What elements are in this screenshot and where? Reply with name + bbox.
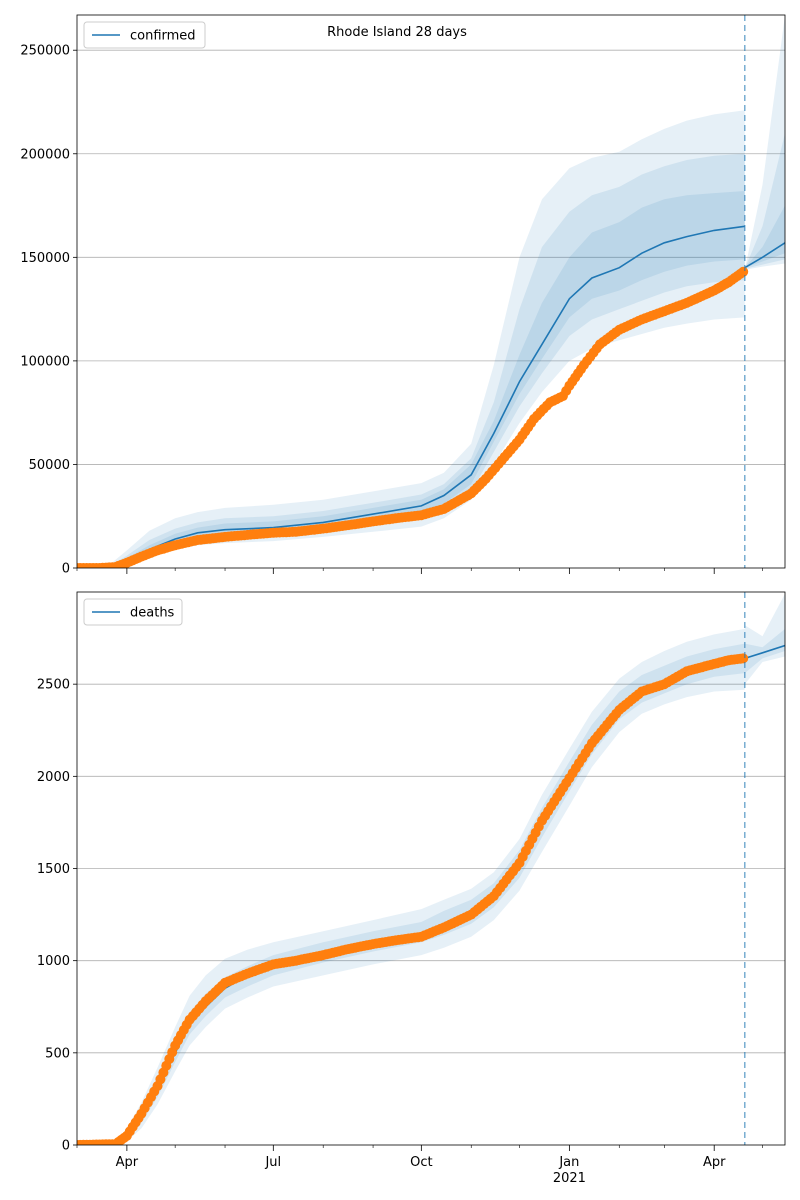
y-tick-label: 500 [45,1046,70,1061]
figure-title: Rhode Island 28 days [327,25,467,40]
y-tick-label: 100000 [20,354,70,369]
forecast-band [744,15,785,270]
y-tick-label: 2500 [37,678,70,693]
forecast-band [744,628,785,674]
deaths-panel: 0 500 1000 1500 2000 2500 Apr Jul Oct Jan Apr 2021 d… [37,591,786,1186]
x-tick-label: Oct [410,1155,432,1170]
axes-frame [76,14,786,569]
legend-label: confirmed [130,29,196,44]
y-tick-label: 250000 [20,44,70,59]
forecast-band [744,133,785,269]
observed-point [738,653,749,664]
legend-label: deaths [130,606,175,621]
axes-frame [76,591,786,1146]
uncertainty-band [77,191,745,568]
plot-area [77,15,785,568]
x-tick-label: Apr [116,1155,139,1170]
model-line [77,657,745,1145]
forecast-line [744,644,785,660]
model-line [77,225,745,568]
confirmed-panel: 0 50000 100000 150000 200000 250000 confirmed [20,14,786,577]
legend: confirmed [83,21,206,49]
y-tick-label: 0 [62,1139,70,1154]
uncertainty-band [77,153,745,568]
uncertainty-band [77,628,745,1145]
forecast-band [744,593,785,685]
y-tick-label: 1000 [37,954,70,969]
x-year-label: 2021 [553,1171,586,1186]
y-tick-label: 50000 [29,458,70,473]
x-tick-label: Jan [558,1155,579,1170]
y-tick-label: 1500 [37,862,70,877]
legend-box [83,598,183,626]
uncertainty-band [77,643,745,1145]
x-tick-label: Apr [703,1155,726,1170]
uncertainty-band [77,110,745,568]
y-tick-label: 0 [62,562,70,577]
forecast-line [744,242,785,269]
plot-area [77,593,785,1145]
y-tick-label: 150000 [20,251,70,266]
forecast-band [744,205,785,268]
observed-point [738,266,749,277]
y-tick-label: 2000 [37,770,70,785]
y-tick-label: 200000 [20,147,70,162]
legend: deaths [83,598,183,626]
x-tick-label: Jul [264,1155,281,1170]
legend-box [83,21,206,49]
